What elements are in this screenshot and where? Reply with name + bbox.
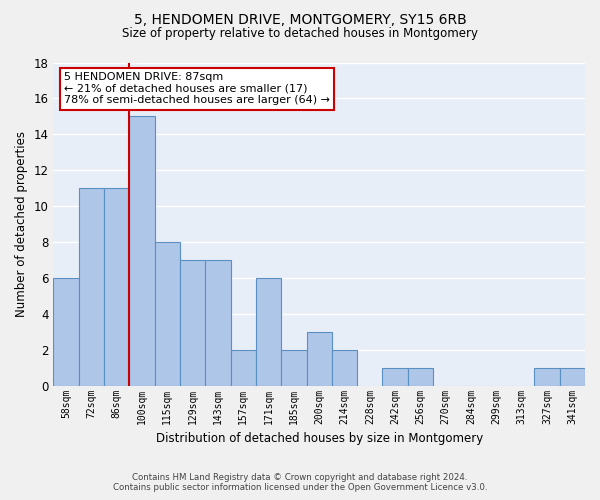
Text: Size of property relative to detached houses in Montgomery: Size of property relative to detached ho… bbox=[122, 28, 478, 40]
Text: 5, HENDOMEN DRIVE, MONTGOMERY, SY15 6RB: 5, HENDOMEN DRIVE, MONTGOMERY, SY15 6RB bbox=[134, 12, 466, 26]
Bar bbox=[205, 260, 230, 386]
Bar bbox=[332, 350, 357, 386]
Y-axis label: Number of detached properties: Number of detached properties bbox=[15, 131, 28, 317]
X-axis label: Distribution of detached houses by size in Montgomery: Distribution of detached houses by size … bbox=[155, 432, 483, 445]
Text: Contains HM Land Registry data © Crown copyright and database right 2024.
Contai: Contains HM Land Registry data © Crown c… bbox=[113, 473, 487, 492]
Bar bbox=[79, 188, 104, 386]
Bar bbox=[307, 332, 332, 386]
Bar bbox=[130, 116, 155, 386]
Bar bbox=[230, 350, 256, 386]
Bar bbox=[560, 368, 585, 386]
Bar bbox=[382, 368, 408, 386]
Bar bbox=[180, 260, 205, 386]
Bar bbox=[155, 242, 180, 386]
Bar bbox=[104, 188, 130, 386]
Bar bbox=[256, 278, 281, 386]
Bar bbox=[535, 368, 560, 386]
Bar bbox=[408, 368, 433, 386]
Text: 5 HENDOMEN DRIVE: 87sqm
← 21% of detached houses are smaller (17)
78% of semi-de: 5 HENDOMEN DRIVE: 87sqm ← 21% of detache… bbox=[64, 72, 330, 106]
Bar bbox=[53, 278, 79, 386]
Bar bbox=[281, 350, 307, 386]
